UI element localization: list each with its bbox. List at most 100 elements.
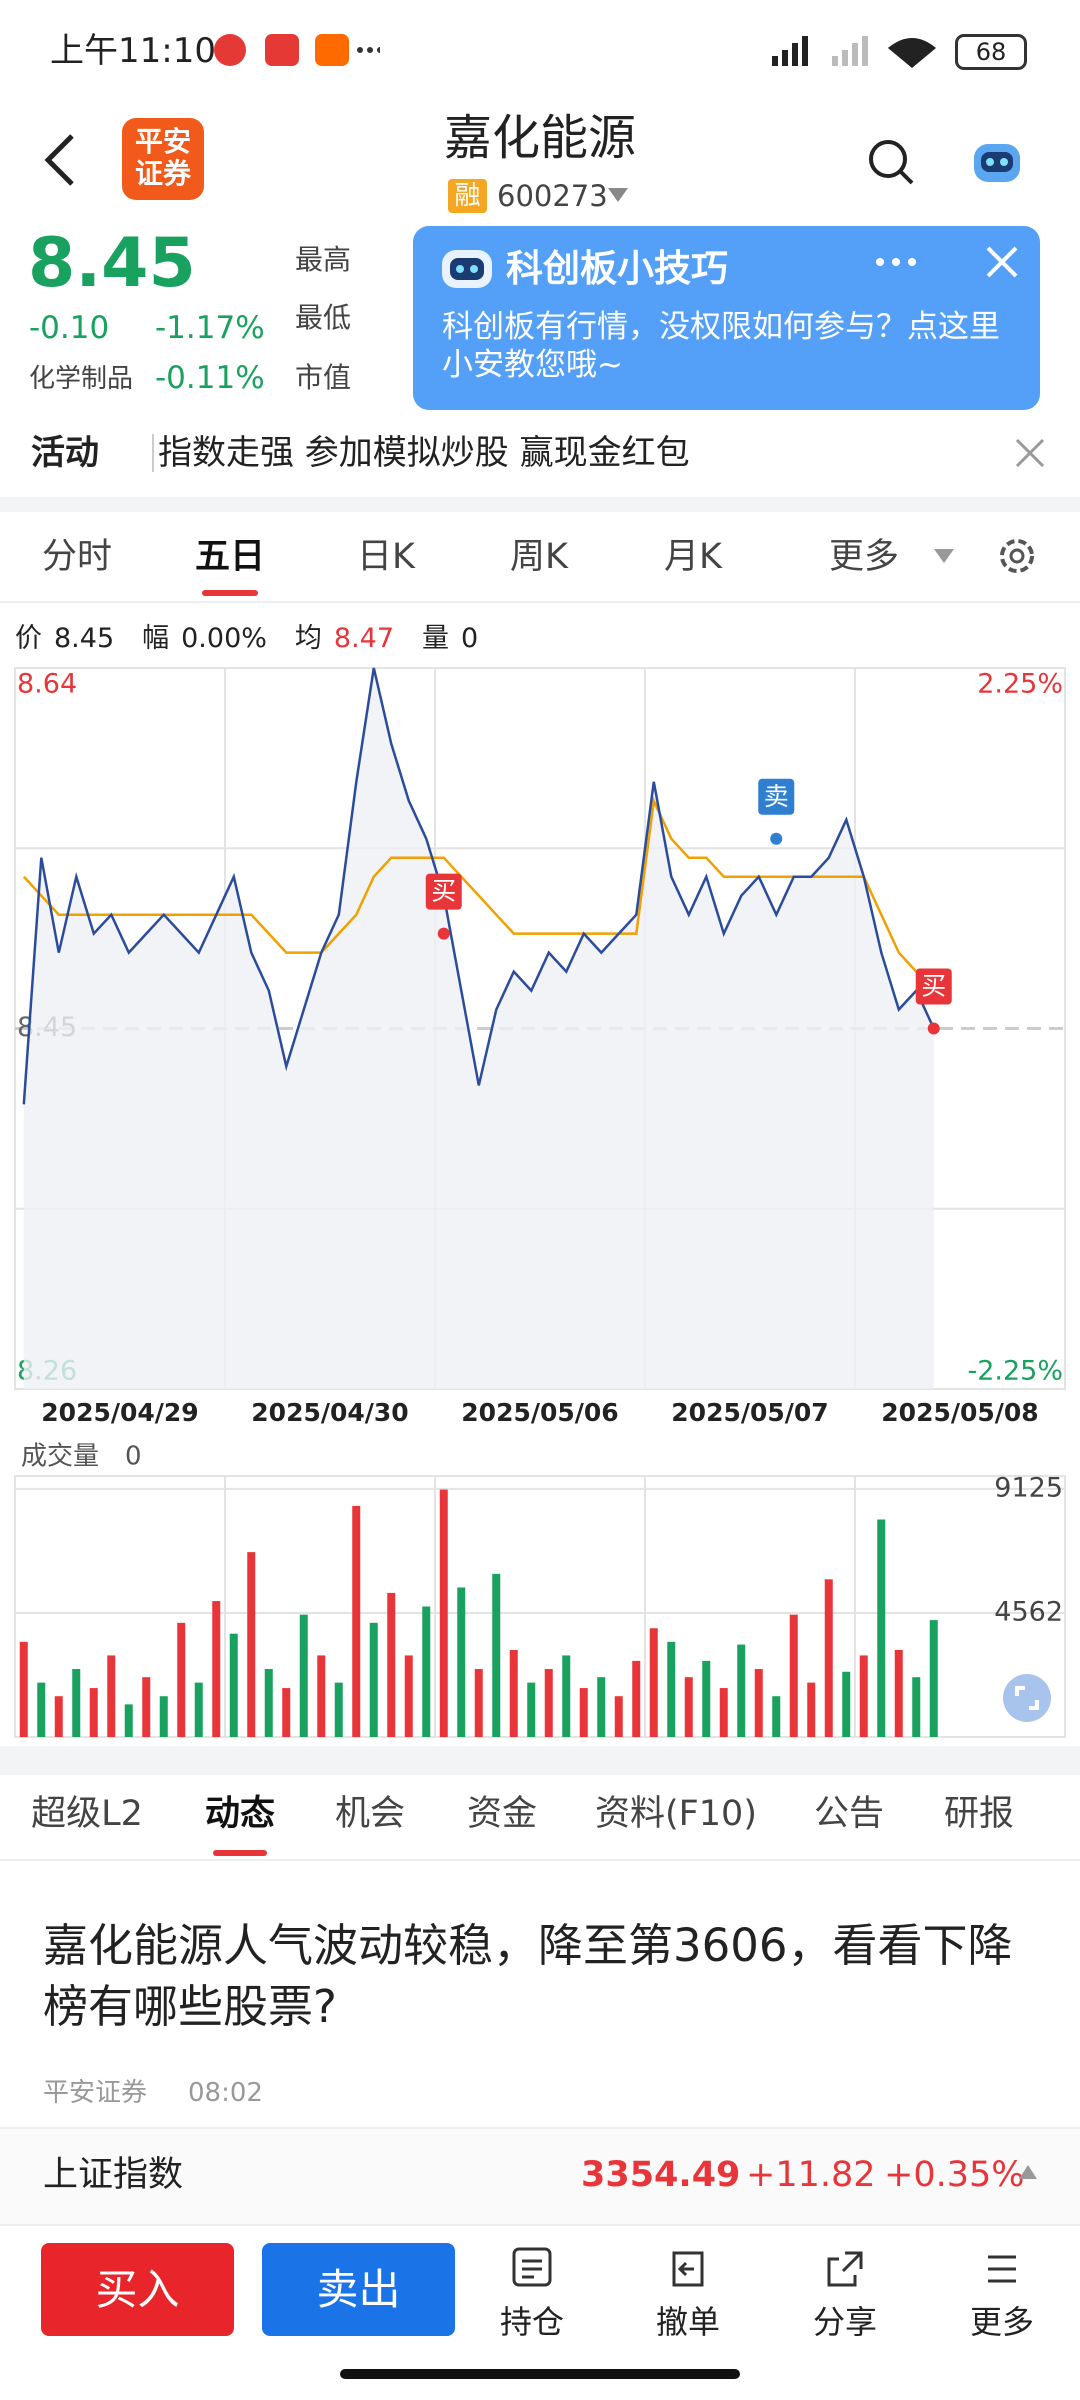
back-button[interactable] <box>40 130 80 190</box>
chart-tab[interactable]: 分时 <box>41 537 112 577</box>
action-label[interactable]: 撤单 <box>655 2303 720 2341</box>
volume-bar <box>754 1669 763 1737</box>
price-change-pct: -1.17% <box>155 310 265 346</box>
volume-bar <box>54 1696 63 1737</box>
volume-bar <box>719 1688 728 1737</box>
volume-bar <box>894 1650 903 1737</box>
popup-close[interactable] <box>984 244 1020 280</box>
tip-popup[interactable] <box>413 226 1040 410</box>
action-label[interactable]: 分享 <box>812 2303 877 2341</box>
y2-tick-label: -2.25% <box>967 1356 1063 1387</box>
activity-text[interactable]: 指数走强 参加模拟炒股 赢现金红包 <box>158 433 690 473</box>
search-button[interactable] <box>866 137 916 187</box>
last-price: 8.45 <box>28 224 196 303</box>
average-line <box>22 796 935 992</box>
news-time: 08:02 <box>188 2078 263 2108</box>
volume-bar <box>247 1552 256 1737</box>
detail-tab[interactable]: 动态 <box>204 1794 275 1834</box>
volume-bar <box>807 1682 816 1737</box>
detail-tab[interactable]: 公告 <box>813 1794 884 1834</box>
detail-tab[interactable]: 机会 <box>334 1794 405 1834</box>
margin-tag: 融 <box>448 179 487 213</box>
volume-bar <box>527 1682 536 1737</box>
volume-bar <box>352 1505 361 1737</box>
price-area <box>23 668 934 1389</box>
index-name: 上证指数 <box>43 2155 184 2195</box>
chart-tab[interactable]: 日K <box>357 537 415 577</box>
volume-bar <box>544 1669 553 1737</box>
chart-tab[interactable]: 更多 <box>828 537 899 577</box>
detail-tab[interactable]: 超级L2 <box>31 1794 143 1834</box>
sector-name: 化学制品 <box>29 364 134 394</box>
more-dropdown[interactable] <box>933 548 955 564</box>
action-icon[interactable] <box>821 2245 869 2293</box>
volume-bar <box>562 1655 571 1737</box>
popup-more[interactable] <box>874 252 918 272</box>
action-label[interactable]: 更多 <box>969 2303 1034 2341</box>
action-label[interactable]: 持仓 <box>499 2303 564 2341</box>
price-change: -0.10 <box>29 310 110 346</box>
settings-button[interactable] <box>996 535 1038 577</box>
status-time: 上午11:10 <box>50 31 216 71</box>
quote-label: 最高 <box>295 243 352 276</box>
battery: 68 <box>955 34 1027 70</box>
info-price: 8.45 <box>54 623 115 654</box>
info-avg: 8.47 <box>333 623 395 654</box>
trade-marker <box>425 873 462 910</box>
volume-bar <box>422 1606 431 1737</box>
volume-bar <box>772 1696 781 1737</box>
volume-bar <box>194 1682 203 1737</box>
volume-bar <box>89 1688 98 1737</box>
detail-tab[interactable]: 资金 <box>466 1794 537 1834</box>
divider <box>0 601 1080 603</box>
chart-tab[interactable]: 月K <box>664 537 722 577</box>
volume-bar <box>439 1489 448 1737</box>
chart-tab[interactable]: 五日 <box>194 537 265 577</box>
x-tick-label: 2025/05/08 <box>881 1398 1038 1427</box>
volume-bar <box>404 1655 413 1737</box>
index-change: +11.82 <box>746 2155 876 2195</box>
info-vol: 0 <box>461 623 479 654</box>
code-dropdown[interactable] <box>606 186 630 204</box>
chart: 8.648.458.262.25%-2.25%2025/04/292025/04… <box>14 667 1066 1738</box>
sector-change: -0.11% <box>155 360 265 396</box>
action-icon[interactable] <box>978 2245 1026 2293</box>
action-icon[interactable] <box>664 2245 712 2293</box>
buy-button[interactable]: 买入 <box>41 2243 234 2336</box>
popup-text: 科创板有行情，没权限如何参与？点这里小安教您哦~ <box>442 309 1000 383</box>
volume-bar <box>19 1641 28 1737</box>
chart-tab[interactable]: 周K <box>510 537 568 577</box>
volume-bar <box>509 1650 518 1737</box>
index-bar[interactable] <box>0 2127 1080 2226</box>
volume-bar <box>159 1696 168 1737</box>
fullscreen-button[interactable] <box>1003 1674 1051 1722</box>
sell-button[interactable]: 卖出 <box>262 2243 455 2336</box>
assistant-button[interactable] <box>970 136 1024 186</box>
trade-dot <box>437 927 450 940</box>
action-icon[interactable] <box>508 2245 556 2293</box>
activity-label: 活动 <box>31 433 99 473</box>
volume-bar <box>37 1682 46 1737</box>
divider <box>0 1859 1080 1861</box>
volume-bar <box>299 1614 308 1737</box>
detail-tab[interactable]: 研报 <box>943 1794 1014 1834</box>
broker-logo: 平安 证券 <box>122 118 204 200</box>
volume-bar <box>789 1614 798 1737</box>
news-title[interactable]: 嘉化能源人气波动较稳，降至第3606，看看下降榜有哪些股票? <box>43 1919 1013 2033</box>
price-line <box>22 667 935 1105</box>
stock-title: 嘉化能源 <box>443 110 636 166</box>
volume-bar <box>929 1620 938 1737</box>
volume-label: 成交量 <box>21 1442 99 1472</box>
index-expand[interactable] <box>1018 2164 1038 2180</box>
separator <box>152 434 154 472</box>
trade-label: 买 <box>431 877 456 906</box>
volume-bar <box>614 1696 623 1737</box>
info-amp: 0.00% <box>181 623 267 654</box>
home-indicator <box>340 2369 740 2379</box>
index-change-pct: +0.35% <box>884 2155 1025 2195</box>
detail-tab[interactable]: 资料(F10) <box>595 1794 757 1834</box>
activity-close[interactable] <box>1014 437 1046 469</box>
x-tick-label: 2025/05/07 <box>671 1398 828 1427</box>
volume-bar <box>317 1655 326 1737</box>
